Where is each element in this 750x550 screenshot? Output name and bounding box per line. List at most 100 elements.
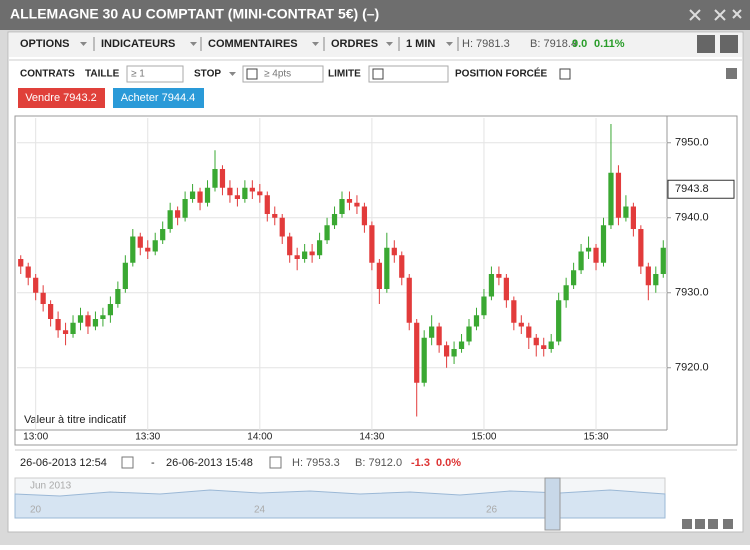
notes-button[interactable] bbox=[720, 35, 738, 53]
calendar-icon[interactable] bbox=[269, 456, 282, 469]
candle-body bbox=[503, 277, 509, 301]
zoom-controls[interactable] bbox=[682, 519, 733, 529]
candle-body bbox=[287, 236, 293, 256]
candle-body bbox=[406, 277, 412, 323]
candle-body bbox=[18, 259, 24, 267]
x-tick-label: 14:00 bbox=[247, 432, 272, 443]
chart-note: Valeur à titre indicatif bbox=[24, 414, 127, 426]
day-change-pct: 0.11% bbox=[594, 38, 625, 50]
dropdown-arrows bbox=[80, 42, 453, 76]
x-tick-label: 13:00 bbox=[23, 432, 48, 443]
candle-body bbox=[421, 337, 427, 383]
candle-body bbox=[548, 341, 554, 349]
candle-body bbox=[556, 300, 562, 342]
limit-input[interactable] bbox=[368, 65, 449, 83]
help-button[interactable] bbox=[697, 35, 715, 53]
candle-body bbox=[55, 319, 61, 331]
size-value: ≥ 1 bbox=[131, 69, 145, 80]
candle-body bbox=[630, 206, 636, 229]
candle-body bbox=[227, 187, 233, 196]
x-tick-label: 15:00 bbox=[471, 432, 496, 443]
plot: 7920.0 7930.0 7940.0 7950.0 13:00 13:30 14:00 1… bbox=[17, 118, 735, 443]
candle-body bbox=[219, 169, 226, 188]
sell-label[interactable]: Vendre 7943.2 bbox=[25, 92, 97, 104]
candle-body bbox=[376, 262, 382, 289]
menu-indicators[interactable]: INDICATEURS bbox=[101, 38, 175, 50]
range-start: 26-06-2013 12:54 bbox=[20, 457, 107, 469]
range-low: B: 7912.0 bbox=[355, 457, 402, 469]
candle-body bbox=[593, 247, 599, 263]
candle-body bbox=[615, 172, 622, 218]
candle-body bbox=[204, 187, 211, 203]
candle-body bbox=[279, 217, 285, 237]
menu-orders[interactable]: ORDRES bbox=[331, 38, 378, 50]
navigator-area bbox=[14, 489, 666, 519]
size-input[interactable] bbox=[126, 65, 184, 83]
sell-button[interactable] bbox=[18, 88, 105, 108]
candle-body bbox=[197, 191, 203, 203]
range-dash: - bbox=[151, 457, 155, 469]
candle-body bbox=[167, 210, 173, 229]
candle-body bbox=[399, 255, 405, 278]
candle-body bbox=[384, 247, 390, 289]
window-controls[interactable] bbox=[689, 9, 742, 21]
forced-checkbox[interactable] bbox=[559, 68, 571, 80]
candle-body bbox=[100, 315, 106, 319]
buy-label[interactable]: Acheter 7944.4 bbox=[121, 92, 196, 104]
navigator-handle[interactable] bbox=[544, 477, 561, 531]
menu-options[interactable]: OPTIONS bbox=[20, 38, 70, 50]
y-tick-label: 7920.0 bbox=[675, 362, 709, 374]
calendar-icon[interactable] bbox=[121, 456, 134, 469]
candle-body bbox=[518, 322, 524, 327]
x-tick-label: 13:30 bbox=[135, 432, 160, 443]
candle-body bbox=[473, 315, 480, 327]
candle-body bbox=[212, 169, 218, 188]
candle-body bbox=[160, 229, 166, 241]
candle-body bbox=[436, 326, 442, 346]
candle-body bbox=[346, 199, 353, 203]
menu-interval[interactable]: 1 MIN bbox=[406, 38, 435, 50]
navigator-month: Jun 2013 bbox=[30, 481, 72, 492]
candle-body bbox=[443, 345, 450, 357]
stop-checkbox[interactable] bbox=[246, 68, 258, 80]
navigator-day: 26 bbox=[486, 505, 498, 516]
candle-body bbox=[107, 304, 114, 316]
chart-frame bbox=[14, 115, 738, 446]
candle-body bbox=[578, 251, 584, 271]
buy-button[interactable] bbox=[113, 88, 204, 108]
candle-body bbox=[294, 255, 300, 259]
forced-label: POSITION FORCÉE bbox=[455, 67, 548, 80]
candle-body bbox=[316, 240, 323, 256]
stop-input[interactable] bbox=[242, 65, 324, 83]
window-title: ALLEMAGNE 30 AU COMPTANT (MINI-CONTRAT 5… bbox=[10, 6, 379, 22]
candle-body bbox=[541, 345, 547, 349]
limit-label: LIMITE bbox=[328, 69, 361, 80]
size-label: TAILLE bbox=[85, 69, 120, 80]
range-change-pct: 0.0% bbox=[436, 457, 461, 469]
candle-body bbox=[249, 187, 255, 192]
candle-body bbox=[608, 172, 614, 226]
candle-body bbox=[638, 229, 644, 267]
candle-body bbox=[324, 225, 330, 241]
candle-body bbox=[511, 300, 517, 323]
menu-comments[interactable]: COMMENTAIRES bbox=[208, 38, 298, 50]
candle-body bbox=[145, 247, 151, 252]
stop-value: ≥ 4pts bbox=[264, 69, 291, 80]
candle-body bbox=[122, 262, 128, 289]
y-tick-label: 7940.0 bbox=[675, 212, 709, 224]
candle-body bbox=[660, 247, 666, 274]
limit-checkbox[interactable] bbox=[372, 68, 384, 80]
stop-label: STOP bbox=[194, 69, 221, 80]
candle-body bbox=[496, 274, 502, 278]
candle-body bbox=[77, 315, 84, 323]
y-tick-label: 7930.0 bbox=[675, 287, 709, 299]
navigator-day: 24 bbox=[254, 505, 266, 516]
close-order-bar[interactable] bbox=[726, 68, 737, 79]
candle-body bbox=[361, 206, 368, 226]
candle-body bbox=[623, 206, 629, 218]
separators bbox=[93, 37, 459, 51]
candle-body bbox=[257, 191, 263, 196]
candle-body bbox=[130, 236, 136, 263]
candle-body bbox=[309, 251, 315, 256]
